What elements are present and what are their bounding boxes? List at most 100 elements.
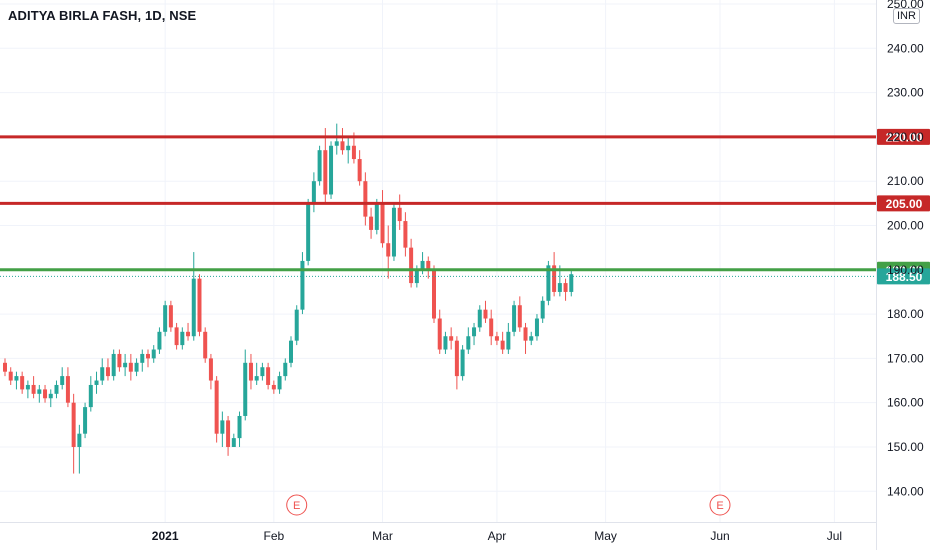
candle-body	[449, 336, 454, 341]
candle-body	[289, 340, 293, 363]
candle-body	[88, 384, 93, 408]
candle-body	[477, 309, 482, 328]
candle-body	[191, 278, 196, 337]
currency-badge[interactable]: INR	[893, 8, 920, 24]
candle	[208, 353, 213, 390]
candle	[128, 353, 133, 381]
candle	[203, 327, 208, 363]
candle-body	[437, 318, 442, 350]
candle-body	[111, 353, 116, 377]
candle-body	[140, 353, 145, 363]
candle	[237, 411, 242, 447]
candle-body	[489, 318, 494, 337]
candle	[334, 123, 339, 155]
level-price-badge	[877, 195, 930, 212]
candle	[403, 212, 408, 257]
candle-body	[134, 362, 139, 372]
candle-body	[454, 340, 459, 377]
candle	[248, 353, 253, 390]
level-188.50[interactable]: 188.50	[0, 268, 930, 285]
candle	[552, 252, 557, 297]
price-tick-label: 170.00	[887, 351, 924, 365]
candle	[60, 367, 65, 390]
price-tick-label: 200.00	[887, 218, 924, 232]
candle-body	[180, 331, 185, 346]
symbol-title: ADITYA BIRLA FASH, 1D, NSE	[8, 8, 197, 23]
candle	[300, 252, 305, 315]
candle-body	[117, 353, 122, 368]
candle	[243, 349, 248, 421]
time-tick-label: Mar	[372, 529, 393, 543]
candle	[546, 260, 551, 306]
candle	[517, 296, 522, 332]
candle	[25, 380, 30, 399]
candle	[146, 349, 150, 368]
time-tick-label: Apr	[488, 529, 507, 543]
candle-body	[374, 203, 379, 230]
level-price-badge	[877, 128, 930, 145]
candle-body	[540, 300, 545, 319]
candle-body	[8, 371, 13, 381]
candle	[151, 345, 156, 363]
candle	[369, 207, 374, 239]
candle	[8, 367, 13, 385]
candle	[94, 371, 99, 394]
candle	[31, 376, 36, 399]
candle-body	[443, 336, 448, 350]
level-price-label: 188.50	[886, 270, 923, 284]
candle-body	[300, 260, 305, 310]
candle-body	[409, 247, 414, 284]
candle-body	[552, 265, 557, 292]
candle	[283, 358, 288, 381]
candle	[191, 252, 196, 341]
candle	[117, 349, 122, 372]
candle-body	[460, 349, 465, 377]
candle	[180, 327, 185, 350]
price-tick-label: 250.00	[887, 0, 924, 11]
candle	[266, 362, 271, 390]
candle-body	[271, 384, 276, 390]
candle-body	[426, 260, 431, 270]
level-205.00[interactable]: 205.00	[0, 195, 930, 212]
candle	[134, 358, 139, 377]
candle-body	[94, 380, 99, 385]
candle	[306, 198, 311, 266]
level-190.00[interactable]: 190.00	[0, 261, 930, 278]
candle	[534, 314, 539, 341]
candle-body	[512, 305, 517, 332]
candle-body	[283, 362, 288, 377]
candle-body	[277, 376, 282, 390]
candle-body	[334, 141, 339, 146]
candle-body	[432, 269, 436, 319]
candle	[317, 145, 322, 186]
candle-body	[500, 340, 505, 350]
candle-body	[317, 150, 322, 182]
candle-body	[203, 331, 208, 359]
candle	[466, 327, 471, 354]
candle	[409, 238, 414, 288]
candle-body	[208, 358, 213, 381]
candle-body	[77, 433, 82, 447]
level-220.00[interactable]: 220.00	[0, 128, 930, 145]
grid	[0, 0, 876, 522]
candle	[506, 322, 511, 354]
candle	[500, 331, 505, 354]
candle	[3, 358, 7, 377]
candle	[569, 269, 574, 297]
earnings-marker[interactable]: E	[286, 494, 308, 516]
candle	[186, 322, 191, 341]
price-tick-label: 190.00	[887, 263, 924, 277]
candle-body	[146, 353, 150, 359]
candle	[277, 371, 282, 394]
candle	[83, 402, 88, 439]
candle-body	[243, 362, 248, 416]
candle	[449, 327, 454, 350]
earnings-label: E	[716, 500, 723, 512]
earnings-marker[interactable]: E	[709, 494, 731, 516]
candle-body	[569, 274, 574, 292]
candle	[340, 128, 345, 155]
